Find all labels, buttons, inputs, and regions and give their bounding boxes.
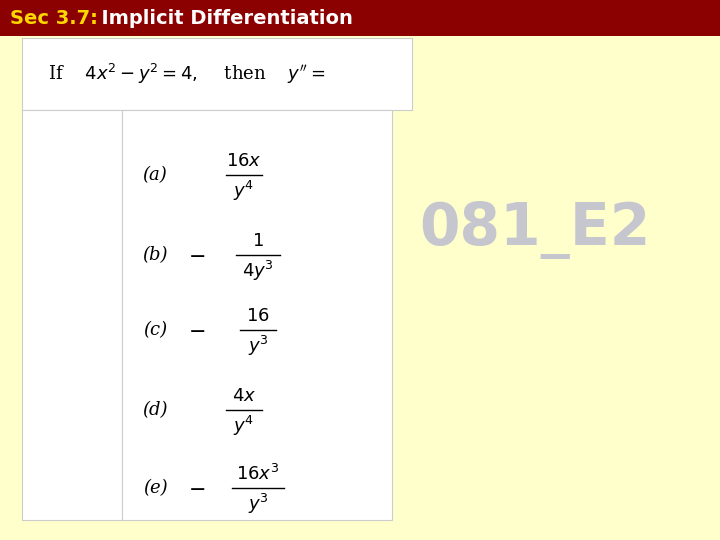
Text: 081_E2: 081_E2 <box>419 201 651 259</box>
Text: $y^3$: $y^3$ <box>248 492 269 516</box>
Text: $4x$: $4x$ <box>232 387 256 405</box>
Text: (c): (c) <box>143 321 167 339</box>
Text: $y^3$: $y^3$ <box>248 334 269 358</box>
Bar <box>22 38 412 110</box>
Text: $4y^3$: $4y^3$ <box>242 259 274 283</box>
Text: Implicit Differentiation: Implicit Differentiation <box>88 9 353 28</box>
Text: $16x^3$: $16x^3$ <box>236 464 279 484</box>
Text: $-$: $-$ <box>189 320 206 340</box>
Bar <box>0 0 720 36</box>
Bar <box>122 110 392 520</box>
Text: $1$: $1$ <box>252 232 264 250</box>
Text: $16x$: $16x$ <box>226 152 262 170</box>
Text: Sec 3.7:: Sec 3.7: <box>10 9 98 28</box>
Text: If    $4x^2 - y^2 = 4,$    then    $y'' =$: If $4x^2 - y^2 = 4,$ then $y'' =$ <box>48 62 325 86</box>
Text: $-$: $-$ <box>189 478 206 498</box>
Text: (b): (b) <box>143 246 168 264</box>
Text: $y^4$: $y^4$ <box>233 414 255 438</box>
Text: (d): (d) <box>143 401 168 419</box>
Text: $y^4$: $y^4$ <box>233 179 255 203</box>
Text: (a): (a) <box>143 166 167 184</box>
Text: (e): (e) <box>143 479 167 497</box>
Text: $16$: $16$ <box>246 307 270 325</box>
Bar <box>22 110 122 520</box>
Text: $-$: $-$ <box>189 245 206 265</box>
